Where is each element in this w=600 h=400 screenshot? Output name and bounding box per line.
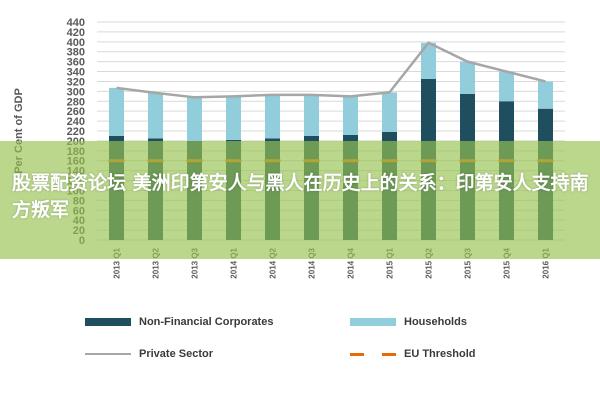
y-tick-label-14: 280 — [67, 96, 85, 108]
bar-households-10 — [499, 71, 514, 102]
x-tick-label-7: 2015 Q1 — [386, 247, 395, 278]
bar-households-9 — [460, 61, 475, 94]
y-tick-label-18: 360 — [67, 57, 85, 69]
bar-households-8 — [421, 42, 436, 79]
ad-banner-text[interactable]: 股票配资论坛 美洲印第安人与黑人在历史上的关系：印第安人支持南方叛军 — [12, 172, 589, 221]
legend-entry-0: Non-Financial Corporates — [85, 316, 273, 328]
y-tick-label-20: 400 — [67, 37, 85, 49]
y-tick-label-21: 420 — [67, 27, 85, 39]
legend-label-3: EU Threshold — [404, 348, 476, 360]
legend-swatch-0 — [85, 318, 131, 326]
y-tick-label-13: 260 — [67, 106, 85, 118]
bar-households-11 — [538, 81, 553, 109]
legend-entry-1: Households — [350, 316, 467, 328]
y-tick-label-19: 380 — [67, 47, 85, 59]
x-tick-label-8: 2015 Q2 — [425, 247, 434, 278]
x-tick-label-2: 2013 Q3 — [191, 247, 200, 278]
y-tick-label-11: 220 — [67, 126, 85, 138]
x-tick-label-11: 2016 Q1 — [542, 247, 551, 278]
bar-households-7 — [382, 92, 397, 132]
bar-households-3 — [226, 96, 241, 140]
bar-households-1 — [148, 92, 163, 139]
y-tick-label-22: 440 — [67, 17, 85, 29]
legend-entry-3: EU Threshold — [350, 348, 476, 360]
y-tick-label-16: 320 — [67, 76, 85, 88]
x-tick-label-6: 2014 Q4 — [347, 247, 356, 278]
x-tick-label-10: 2015 Q4 — [503, 247, 512, 278]
x-tick-label-5: 2014 Q3 — [308, 247, 317, 278]
bar-households-5 — [304, 94, 319, 136]
bar-households-4 — [265, 94, 280, 139]
bar-households-2 — [187, 97, 202, 141]
y-tick-label-17: 340 — [67, 67, 85, 79]
bar-households-6 — [343, 96, 358, 135]
x-tick-label-3: 2014 Q1 — [230, 247, 239, 278]
x-tick-label-1: 2013 Q2 — [152, 247, 161, 278]
chart-legend: Non-Financial Corporates Households Priv… — [0, 305, 600, 375]
legend-swatch-1 — [350, 318, 396, 326]
y-tick-label-15: 300 — [67, 86, 85, 98]
legend-swatch-3 — [350, 352, 396, 356]
y-tick-label-12: 240 — [67, 116, 85, 128]
x-tick-label-9: 2015 Q3 — [464, 247, 473, 278]
legend-label-0: Non-Financial Corporates — [139, 316, 274, 328]
x-tick-label-0: 2013 Q1 — [113, 247, 122, 278]
x-tick-label-4: 2014 Q2 — [269, 247, 278, 278]
legend-swatch-2 — [85, 353, 131, 355]
legend-entry-2: Private Sector — [85, 348, 213, 360]
legend-label-2: Private Sector — [139, 348, 213, 360]
series-line-private-sector — [116, 41, 546, 99]
legend-label-1: Households — [404, 316, 467, 328]
ad-banner-overlay[interactable] — [0, 141, 600, 259]
bar-households-0 — [109, 87, 124, 136]
